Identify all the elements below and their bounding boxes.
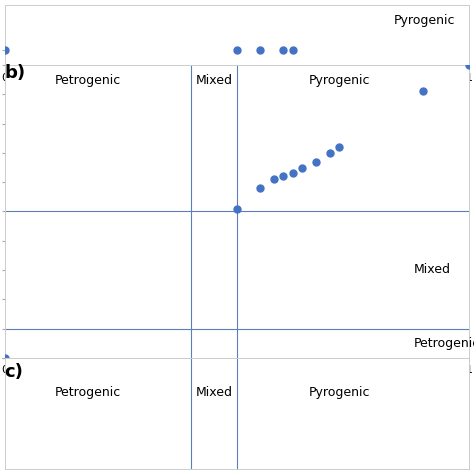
Point [280, 46, 287, 54]
Point [233, 205, 241, 212]
X-axis label: FLA/(FLA+PYR): FLA/(FLA+PYR) [193, 85, 281, 99]
Text: Petrogenic: Petrogenic [55, 74, 121, 87]
Point [312, 158, 320, 165]
Point [298, 164, 306, 171]
Text: Mixed: Mixed [195, 386, 232, 399]
Point [289, 170, 297, 177]
Point [280, 173, 287, 180]
Point [465, 61, 473, 69]
Text: b): b) [5, 64, 26, 82]
Point [289, 46, 297, 54]
Point [256, 184, 264, 192]
Text: c): c) [5, 363, 24, 381]
Text: Petrogenic: Petrogenic [413, 337, 474, 350]
X-axis label: FLA/(FLA+PYR): FLA/(FLA+PYR) [193, 378, 281, 391]
Point [233, 46, 241, 54]
Text: Petrogenic: Petrogenic [55, 386, 121, 399]
Point [336, 143, 343, 151]
Point [419, 88, 427, 95]
Text: Pyrogenic: Pyrogenic [309, 74, 370, 87]
Text: Mixed: Mixed [195, 74, 232, 87]
Point [270, 175, 278, 183]
Point [326, 149, 334, 157]
Text: Mixed: Mixed [413, 264, 450, 276]
Point [1, 354, 9, 362]
Point [256, 46, 264, 54]
Text: Pyrogenic: Pyrogenic [309, 386, 370, 399]
Text: Pyrogenic: Pyrogenic [394, 14, 456, 27]
Point [1, 46, 9, 54]
